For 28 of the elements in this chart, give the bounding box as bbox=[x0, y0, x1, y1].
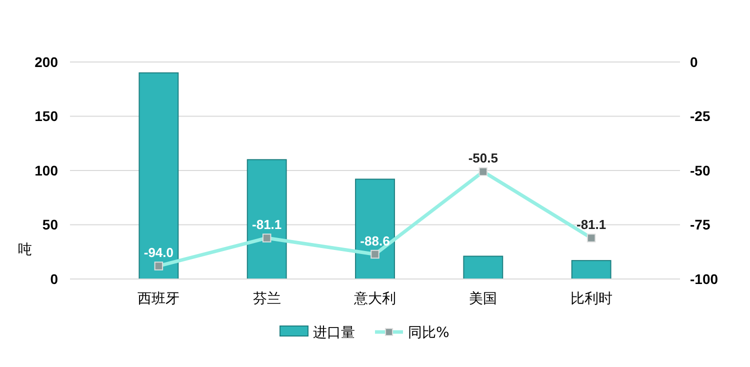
bar bbox=[138, 72, 179, 280]
y2-tick-label: -25 bbox=[690, 108, 710, 124]
bar bbox=[246, 159, 287, 280]
y2-tick-label: -50 bbox=[690, 162, 710, 178]
y2-tick-label: 0 bbox=[690, 54, 698, 70]
y-tick-label: 100 bbox=[34, 162, 58, 178]
data-label: -81.1 bbox=[252, 216, 282, 232]
legend-label: 同比% bbox=[408, 324, 450, 341]
bar bbox=[463, 256, 504, 280]
y-tick-label: 150 bbox=[34, 108, 58, 124]
x-tick-label: 西班牙 bbox=[138, 291, 180, 307]
x-tick-label: 比利时 bbox=[570, 291, 612, 307]
x-tick-label: 意大利 bbox=[353, 291, 396, 307]
data-label: -81.1 bbox=[576, 216, 606, 232]
x-tick-label: 美国 bbox=[469, 291, 498, 307]
y2-tick-label: -100 bbox=[690, 270, 718, 287]
data-label: -94.0 bbox=[144, 244, 174, 260]
y-tick-label: 0 bbox=[50, 270, 58, 287]
legend-label: 进口量 bbox=[313, 324, 355, 341]
data-label: -88.6 bbox=[360, 233, 390, 248]
data-label: -50.5 bbox=[468, 150, 498, 166]
bar bbox=[355, 178, 395, 280]
y2-tick-label: -75 bbox=[690, 216, 710, 233]
y-axis-title: 吨 bbox=[18, 242, 32, 258]
x-tick-label: 芬兰 bbox=[252, 291, 281, 307]
y-tick-label: 50 bbox=[42, 216, 58, 233]
bar bbox=[571, 260, 612, 280]
y-tick-label: 200 bbox=[34, 54, 58, 70]
